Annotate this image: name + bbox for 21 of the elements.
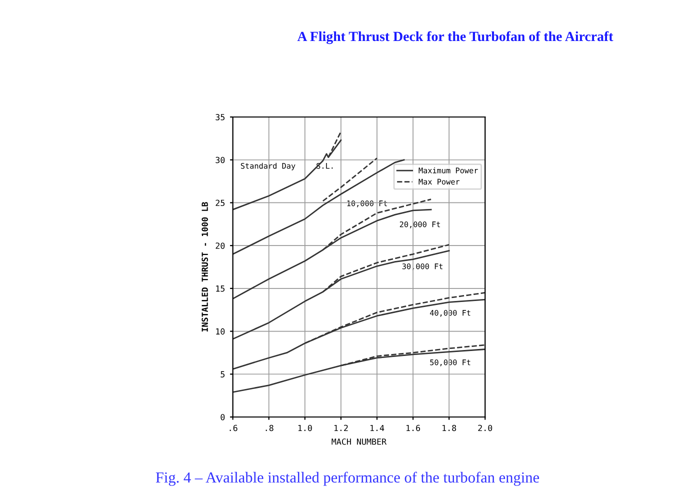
y-tick-label: 5 — [220, 371, 225, 378]
x-tick-label: .8 — [266, 424, 274, 432]
y-tick-label: 0 — [220, 414, 225, 420]
x-tick-label: 1.0 — [298, 424, 312, 432]
y-tick-label: 20 — [216, 242, 225, 249]
x-tick-label: 1.8 — [442, 424, 456, 432]
line-series — [232, 348, 486, 393]
chart-title: A Flight Thrust Deck for the Turbofan of the Aircraft — [297, 31, 614, 44]
x-axis-title: MACH NUMBER — [332, 438, 387, 445]
y-axis-title: INSTALLED THRUST - 1000 LB — [202, 202, 208, 332]
x-tick-label: 1.2 — [334, 424, 348, 432]
y-tick-label: 35 — [216, 114, 225, 120]
y-tick-label: 10 — [216, 328, 225, 335]
y-tick-label: 25 — [216, 200, 225, 206]
caption: Fig. 4 – Available installed performance of the turbofan engine — [156, 472, 540, 486]
y-tick-label: 15 — [216, 286, 225, 292]
x-tick-label: 1.4 — [370, 424, 384, 432]
y-tick-label: 30 — [216, 156, 225, 164]
x-tick-label: 1.6 — [406, 424, 420, 432]
x-tick-label: 2.0 — [478, 424, 492, 432]
x-tick-label: .6 — [230, 424, 238, 432]
